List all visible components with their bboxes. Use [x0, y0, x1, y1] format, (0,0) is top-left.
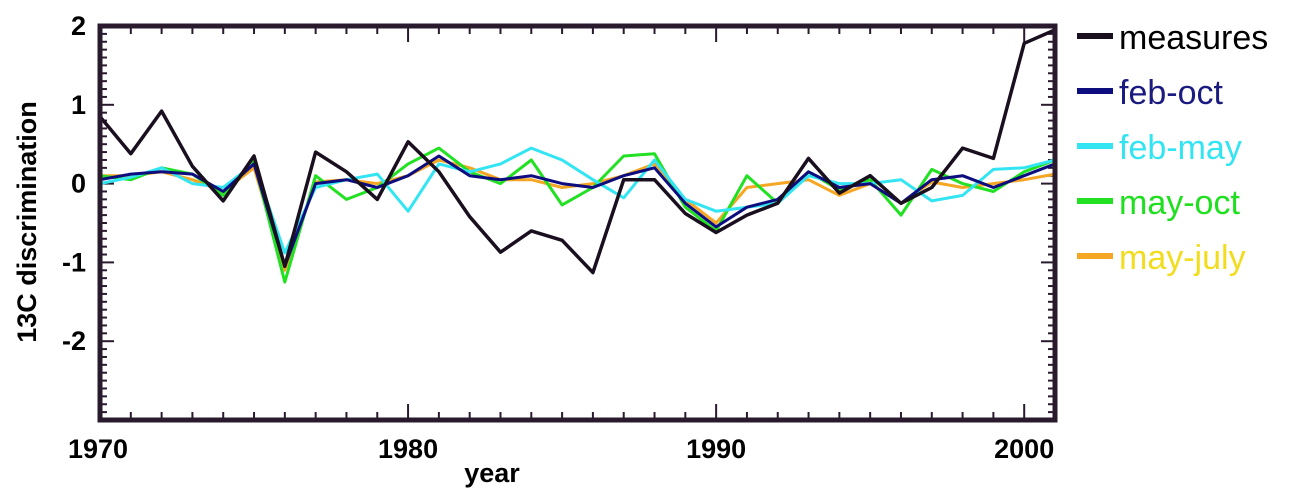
legend-label: feb-may [1119, 129, 1242, 167]
y-tick-label: 1 [71, 90, 86, 120]
legend-label: may-july [1119, 239, 1246, 277]
series-line-may-july [100, 158, 1055, 272]
y-tick-label: -1 [62, 247, 86, 277]
axes [99, 25, 1056, 421]
legend-swatch [1077, 33, 1113, 39]
legend-swatch [1077, 253, 1113, 259]
tick-labels: -2 -1 0 1 2 1970 1980 1990 2000 [62, 11, 1054, 464]
series-lines [100, 28, 1055, 284]
legend: measures feb-oct feb-may may-oct may-july [1077, 19, 1268, 277]
y-tick-label: 0 [71, 169, 86, 199]
legend-label: may-oct [1119, 184, 1240, 222]
y-tick-label: 2 [71, 11, 86, 41]
x-tick-label: 1980 [378, 434, 438, 464]
legend-label: measures [1119, 19, 1268, 57]
x-tick-label: 2000 [994, 434, 1054, 464]
legend-label: feb-oct [1119, 74, 1223, 112]
y-axis-title: 13C discrimination [12, 101, 42, 343]
plot-frame [97, 23, 1058, 423]
series-line-measures [100, 28, 1055, 275]
legend-swatch [1077, 198, 1113, 204]
y-tick-label: -2 [62, 326, 86, 356]
legend-swatch [1077, 143, 1113, 149]
legend-swatch [1077, 88, 1113, 94]
x-axis-title: year [464, 458, 520, 488]
x-tick-label: 1990 [686, 434, 746, 464]
x-tick-label: 1970 [68, 434, 128, 464]
